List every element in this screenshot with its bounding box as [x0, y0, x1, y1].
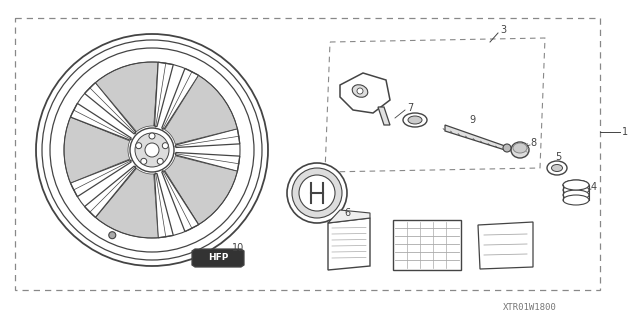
Ellipse shape: [552, 165, 563, 172]
Polygon shape: [478, 222, 533, 269]
Circle shape: [149, 133, 155, 139]
Ellipse shape: [547, 161, 567, 175]
Polygon shape: [84, 83, 136, 134]
Polygon shape: [164, 156, 237, 225]
Ellipse shape: [563, 190, 589, 200]
Circle shape: [136, 143, 141, 149]
Ellipse shape: [352, 85, 368, 97]
Text: 6: 6: [344, 208, 350, 218]
Ellipse shape: [513, 143, 527, 153]
Circle shape: [299, 175, 335, 211]
Polygon shape: [378, 107, 390, 125]
Circle shape: [163, 143, 168, 149]
Circle shape: [287, 163, 347, 223]
Polygon shape: [445, 125, 505, 150]
Text: 5: 5: [555, 152, 561, 162]
Ellipse shape: [403, 113, 427, 127]
Ellipse shape: [408, 116, 422, 124]
Circle shape: [42, 40, 262, 260]
Polygon shape: [84, 166, 136, 218]
Polygon shape: [95, 62, 158, 132]
Circle shape: [357, 88, 363, 94]
Ellipse shape: [511, 142, 529, 158]
Circle shape: [503, 144, 511, 152]
Polygon shape: [328, 210, 370, 223]
Circle shape: [141, 158, 147, 164]
Text: HFP: HFP: [208, 254, 228, 263]
Text: 3: 3: [500, 25, 506, 35]
Polygon shape: [162, 68, 198, 129]
Polygon shape: [70, 103, 131, 140]
Bar: [393, 220, 461, 270]
Ellipse shape: [563, 180, 589, 190]
Text: 10: 10: [232, 243, 244, 253]
Ellipse shape: [563, 185, 589, 195]
Polygon shape: [154, 62, 173, 127]
Ellipse shape: [563, 180, 589, 190]
Polygon shape: [164, 75, 237, 144]
Polygon shape: [175, 152, 240, 171]
Text: 9: 9: [469, 115, 475, 125]
Text: 4: 4: [591, 182, 597, 192]
Circle shape: [109, 232, 116, 239]
Polygon shape: [70, 160, 131, 197]
Circle shape: [157, 158, 163, 164]
Text: XTR01W1800: XTR01W1800: [503, 302, 557, 311]
Text: 1: 1: [622, 127, 628, 137]
Circle shape: [135, 133, 169, 167]
Polygon shape: [328, 218, 370, 270]
Ellipse shape: [563, 195, 589, 205]
Text: 2: 2: [300, 173, 306, 183]
Polygon shape: [154, 174, 173, 238]
Bar: [15, 18, 600, 290]
Circle shape: [130, 128, 174, 172]
Polygon shape: [340, 73, 390, 113]
Polygon shape: [175, 129, 240, 147]
Circle shape: [50, 48, 254, 252]
Polygon shape: [64, 117, 130, 183]
Circle shape: [292, 168, 342, 218]
Text: 7: 7: [407, 103, 413, 113]
Text: 8: 8: [530, 138, 536, 148]
Circle shape: [36, 34, 268, 266]
Polygon shape: [192, 249, 244, 267]
Polygon shape: [162, 171, 198, 232]
Circle shape: [145, 143, 159, 157]
Polygon shape: [95, 168, 158, 238]
